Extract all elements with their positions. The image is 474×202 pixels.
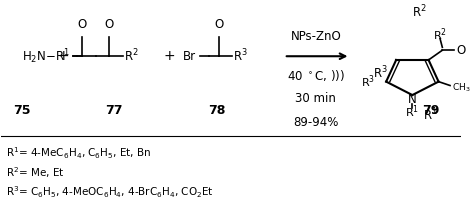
Text: +: +: [57, 49, 69, 63]
Text: R$^3$: R$^3$: [373, 64, 388, 81]
Text: R$^2$: R$^2$: [124, 48, 139, 64]
Text: R$^2$= Me, Et: R$^2$= Me, Et: [6, 165, 64, 180]
Text: R$^2$: R$^2$: [433, 26, 447, 43]
Text: 79: 79: [422, 104, 439, 117]
Text: O: O: [105, 18, 114, 31]
Text: 40 $^\circ$C, ))): 40 $^\circ$C, ))): [287, 68, 345, 83]
Text: R$^3$: R$^3$: [233, 48, 248, 64]
Text: R$^2$: R$^2$: [412, 3, 427, 20]
Text: N: N: [408, 93, 417, 106]
Text: R$^1$: R$^1$: [423, 107, 438, 124]
Text: 89-94%: 89-94%: [293, 116, 338, 129]
Text: NPs-ZnO: NPs-ZnO: [291, 30, 341, 43]
Text: +: +: [163, 49, 175, 63]
Text: 77: 77: [105, 104, 123, 117]
Text: O: O: [77, 18, 86, 31]
Text: O: O: [214, 18, 223, 31]
Text: 78: 78: [209, 104, 226, 117]
Text: H$_2$N−R$^1$: H$_2$N−R$^1$: [22, 47, 70, 66]
Text: R$^3$: R$^3$: [361, 73, 374, 90]
Text: R$^1$: R$^1$: [405, 103, 419, 120]
Text: O: O: [456, 44, 465, 57]
Text: R$^1$= 4-MeC$_6$H$_4$, C$_6$H$_5$, Et, Bn: R$^1$= 4-MeC$_6$H$_4$, C$_6$H$_5$, Et, B…: [6, 145, 151, 161]
Text: 75: 75: [13, 104, 31, 117]
Text: Br: Br: [183, 50, 196, 63]
Text: 30 min: 30 min: [295, 93, 337, 105]
Text: CH$_3$: CH$_3$: [452, 81, 471, 94]
Text: R$^3$= C$_6$H$_5$, 4-MeOC$_6$H$_4$, 4-BrC$_6$H$_4$, CO$_2$Et: R$^3$= C$_6$H$_5$, 4-MeOC$_6$H$_4$, 4-Br…: [6, 184, 214, 200]
